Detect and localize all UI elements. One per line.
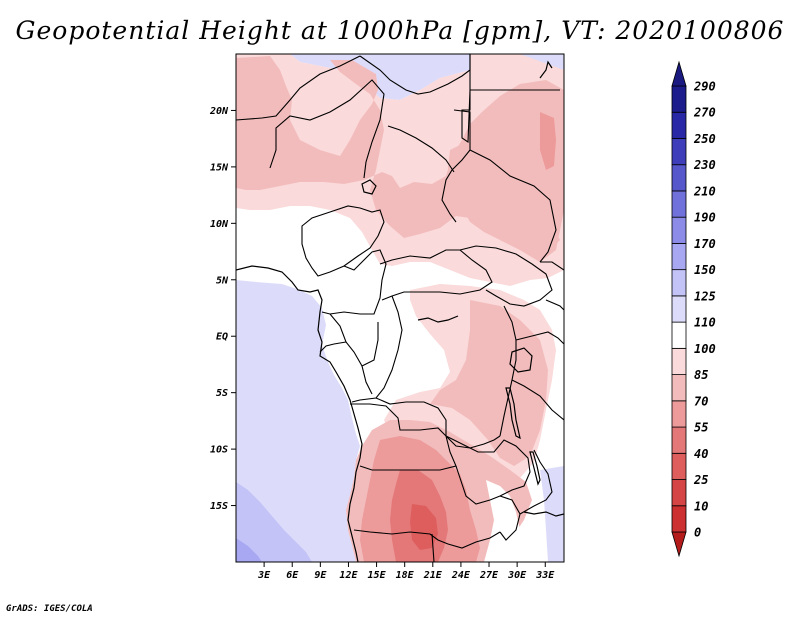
y-tick-label: 5S — [216, 388, 228, 399]
grads-credit: GrADS: IGES/COLA — [6, 604, 93, 614]
y-tick-label: 20N — [209, 106, 229, 117]
colorbar-swatch — [671, 138, 687, 166]
colorbar-swatch — [671, 60, 687, 87]
colorbar-swatch — [671, 269, 687, 297]
colorbar-label: 85 — [694, 368, 708, 382]
colorbar-swatch — [671, 400, 687, 428]
mozambique-channel — [523, 511, 564, 517]
field-chad-pink — [448, 140, 560, 262]
border-zambia — [445, 435, 531, 505]
border-cameroon — [321, 249, 387, 315]
border-angola — [350, 403, 457, 471]
y-tick-label: 5N — [216, 275, 229, 286]
colorbar-swatch — [671, 321, 687, 349]
plot-frame — [235, 53, 565, 563]
x-tick-label: 30E — [507, 570, 527, 581]
x-tick-label: 21E — [423, 570, 443, 581]
colorbar-label: 10 — [694, 499, 708, 513]
y-axis: 20N 15N 10N 5N EQ 5S 10S 15S — [209, 106, 236, 512]
field-south-max — [410, 504, 438, 550]
colorbar-swatch — [671, 505, 687, 533]
field-ne-pink — [540, 112, 556, 170]
colorbar-label: 190 — [694, 211, 716, 225]
border-chad-sudan — [441, 109, 471, 223]
border-niger-chad — [387, 125, 455, 173]
x-tick-label: 6E — [286, 570, 299, 581]
lake-chad — [361, 179, 377, 195]
colorbar-label: 270 — [693, 106, 716, 120]
x-tick-label: 3E — [257, 570, 271, 581]
border-sudan-east — [469, 149, 557, 263]
colorbar-swatch — [671, 164, 687, 192]
colorbar-swatch — [671, 479, 687, 507]
border-nigeria — [301, 205, 385, 277]
map-title: Geopotential Height at 1000hPa [gpm], VT… — [15, 16, 785, 45]
border-drc — [351, 295, 517, 449]
x-tick-label: 15E — [368, 570, 387, 581]
nile-delta-coast — [539, 60, 553, 79]
colorbar-label: 250 — [693, 132, 716, 146]
colorbar-swatch — [671, 85, 687, 113]
border-congo-gabon — [319, 313, 379, 395]
coastline-west — [236, 265, 363, 562]
colorbar-label: 40 — [694, 447, 708, 461]
colorbar-label: 125 — [694, 289, 716, 303]
x-tick-label: 9E — [314, 570, 327, 581]
colorbar-label: 0 — [694, 526, 701, 540]
border-algeria-libya — [359, 54, 471, 95]
colorbar-swatch — [671, 531, 687, 558]
x-axis: 3E 6E 9E 12E 15E 18E 21E 24E 27E 30E 33E — [257, 562, 555, 581]
y-tick-label: 15S — [210, 501, 228, 512]
lake-tanganyika — [505, 387, 521, 440]
y-tick-label: 10N — [210, 219, 229, 230]
colorbar-swatch — [671, 295, 687, 323]
colorbar-label: 170 — [694, 237, 716, 251]
border-ethiopia — [540, 261, 564, 311]
border-mauritania-mali — [236, 55, 361, 121]
border-namibia-botswana — [353, 529, 501, 562]
colorbar-swatch — [671, 216, 687, 244]
border-mali-niger — [269, 79, 385, 179]
x-tick-label: 27E — [479, 570, 499, 581]
border-car — [379, 249, 493, 301]
colorbar-label: 230 — [693, 158, 716, 172]
x-tick-label: 24E — [451, 570, 471, 581]
y-tick-label: 15N — [210, 162, 229, 173]
border-libya-egypt — [461, 54, 560, 144]
colorbar-swatch — [671, 452, 687, 480]
colorbar: 0 10 25 40 55 70 85 100 110 125 150 170 190 210 230 250… — [671, 60, 716, 558]
x-tick-label: 12E — [339, 570, 358, 581]
field-ocean — [236, 280, 360, 562]
x-tick-label: 33E — [535, 570, 555, 581]
field-ocean-dark — [236, 482, 312, 562]
colorbar-label: 210 — [693, 184, 716, 198]
lake-malawi — [529, 451, 541, 486]
colorbar-label: 110 — [694, 316, 716, 330]
colorbar-label: 70 — [694, 394, 708, 408]
colorbar-swatch — [671, 347, 687, 375]
x-tick-label: 18E — [396, 570, 415, 581]
colorbar-swatch — [671, 243, 687, 271]
borders — [236, 54, 564, 562]
field-ocean-darker — [236, 538, 262, 562]
y-tick-label: EQ — [216, 332, 228, 343]
colorbar-swatch — [671, 426, 687, 454]
border-east-coast — [511, 331, 564, 421]
border-south-sudan — [459, 245, 553, 307]
field-lakes-pink — [430, 300, 548, 466]
border-zimbabwe-moz — [499, 449, 553, 541]
colorbar-label: 25 — [693, 473, 708, 487]
colorbar-swatch — [671, 190, 687, 218]
colorbar-label: 290 — [693, 80, 716, 94]
y-tick-label: 10S — [210, 445, 228, 456]
colorbar-label: 55 — [694, 421, 708, 435]
colorbar-label: 150 — [694, 263, 716, 277]
colorbar-swatch — [671, 374, 687, 402]
lake-victoria — [509, 347, 533, 373]
congo-river — [417, 315, 459, 323]
field-se-white — [484, 480, 520, 562]
colorbar-swatch — [671, 111, 687, 139]
colorbar-label: 100 — [694, 342, 716, 356]
